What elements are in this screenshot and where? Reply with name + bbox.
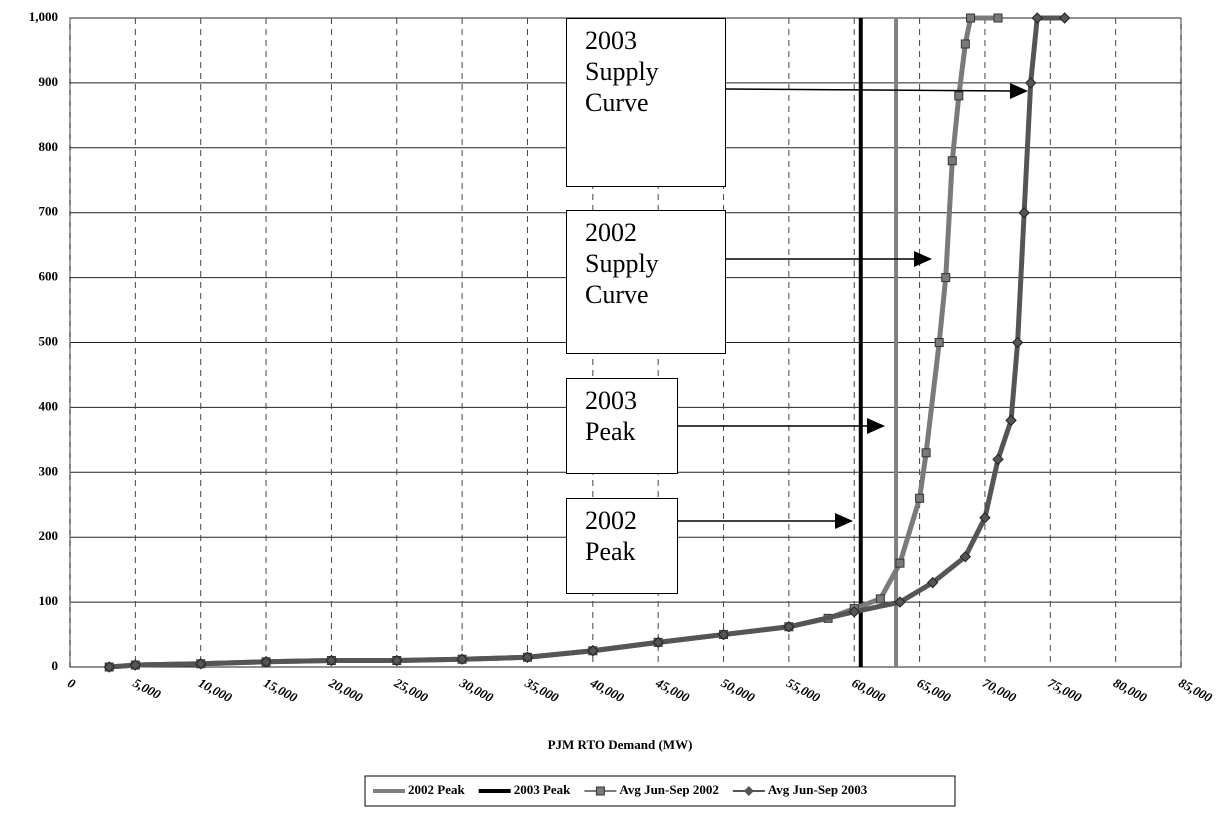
- marker: [934, 338, 944, 347]
- y-tick-label: 600: [39, 269, 59, 284]
- annotation-text: 2003 Peak: [585, 386, 637, 446]
- x-tick-label: 5,000: [131, 675, 164, 702]
- marker: [1005, 414, 1017, 427]
- marker: [895, 558, 905, 568]
- marker: [921, 448, 931, 458]
- marker: [717, 628, 730, 641]
- marker: [391, 654, 403, 667]
- annotation-box: 2003 Supply Curve: [566, 18, 726, 187]
- annotation-box: 2002 Peak: [566, 498, 678, 594]
- x-tick-label: 40,000: [587, 675, 627, 706]
- x-axis-title: PJM RTO Demand (MW): [548, 737, 693, 752]
- marker: [1031, 12, 1043, 24]
- annotation-arrow: [725, 88, 1015, 92]
- x-tick-label: 55,000: [784, 675, 823, 705]
- y-tick-label: 1,000: [29, 9, 58, 24]
- x-tick-label: 85,000: [1176, 675, 1215, 705]
- marker: [652, 636, 664, 649]
- annotation-text: 2002 Supply Curve: [585, 218, 659, 309]
- marker: [959, 550, 972, 563]
- y-tick-label: 500: [39, 333, 59, 348]
- marker: [875, 594, 885, 604]
- marker: [129, 659, 142, 671]
- legend-label: Avg Jun-Sep 2003: [768, 782, 868, 797]
- marker: [947, 156, 957, 166]
- annotation-arrowhead: [835, 513, 853, 529]
- marker: [992, 453, 1004, 466]
- legend-label: 2003 Peak: [514, 782, 571, 797]
- legend: [364, 775, 956, 807]
- x-tick-label: 80,000: [1111, 675, 1150, 705]
- marker: [894, 596, 906, 608]
- x-tick-label: 70,000: [980, 675, 1019, 705]
- x-tick-label: 35,000: [522, 675, 562, 706]
- series-line: [109, 15, 1065, 670]
- x-tick-label: 0: [65, 675, 78, 692]
- x-tick-label: 60,000: [849, 675, 888, 705]
- marker: [1024, 77, 1037, 89]
- x-tick-label: 25,000: [391, 675, 431, 706]
- marker: [521, 651, 534, 663]
- marker: [993, 13, 1003, 23]
- marker: [456, 653, 468, 665]
- y-tick-label: 800: [39, 139, 59, 154]
- legend-marker: [595, 786, 605, 796]
- annotation-box: 2002 Supply Curve: [566, 210, 726, 354]
- marker: [954, 91, 964, 101]
- y-tick-label: 0: [52, 658, 59, 673]
- marker: [915, 493, 925, 503]
- x-tick-label: 20,000: [326, 675, 366, 706]
- annotation-arrowhead: [1010, 83, 1028, 99]
- x-tick-label: 75,000: [1045, 675, 1084, 705]
- x-tick-label: 10,000: [196, 675, 235, 705]
- marker: [1018, 206, 1030, 219]
- y-tick-label: 200: [39, 528, 59, 543]
- y-tick-label: 400: [39, 398, 59, 413]
- marker: [848, 606, 860, 618]
- y-tick-label: 900: [39, 74, 59, 89]
- marker: [587, 645, 599, 657]
- x-tick-label: 15,000: [261, 675, 300, 705]
- x-tick-label: 50,000: [719, 675, 758, 705]
- legend-label: 2002 Peak: [408, 782, 465, 797]
- marker: [1058, 12, 1071, 24]
- marker: [960, 39, 970, 49]
- legend-marker: [743, 786, 754, 796]
- marker: [260, 656, 272, 668]
- legend-label: Avg Jun-Sep 2002: [619, 782, 718, 797]
- marker: [194, 658, 207, 670]
- annotation-text: 2002 Peak: [585, 506, 637, 566]
- marker: [941, 273, 951, 283]
- marker: [926, 576, 939, 589]
- y-tick-label: 300: [39, 463, 59, 478]
- x-tick-label: 45,000: [652, 675, 692, 706]
- y-tick-label: 700: [39, 204, 59, 219]
- marker: [979, 512, 991, 524]
- annotation-box: 2003 Peak: [566, 378, 678, 474]
- marker: [103, 661, 115, 673]
- marker: [783, 621, 795, 633]
- y-tick-label: 100: [39, 593, 59, 608]
- annotation-text: 2003 Supply Curve: [585, 26, 659, 117]
- x-tick-label: 30,000: [456, 675, 496, 706]
- annotation-arrowhead: [867, 418, 885, 434]
- marker: [325, 654, 338, 667]
- x-tick-label: 65,000: [915, 675, 954, 705]
- marker: [1011, 336, 1024, 349]
- marker: [966, 13, 976, 23]
- annotation-arrowhead: [914, 251, 932, 267]
